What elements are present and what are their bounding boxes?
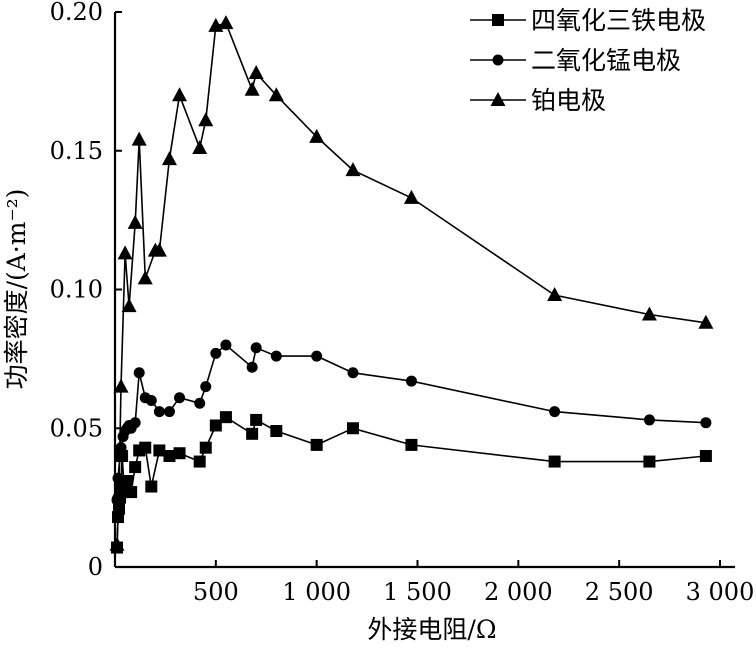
data-point-mno2	[311, 350, 323, 362]
x-tick-label: 2 500	[585, 578, 654, 606]
series-pt	[109, 15, 714, 551]
y-tick-label: 0	[88, 553, 103, 581]
data-point-pt	[268, 87, 284, 102]
data-point-pt	[198, 112, 214, 127]
y-tick-label: 0.15	[50, 137, 103, 165]
data-point-mno2	[643, 414, 655, 426]
y-axis-title: 功率密度/(A·m⁻²)	[2, 189, 31, 390]
y-tick-label: 0.05	[50, 414, 103, 442]
data-point-mno2	[174, 392, 186, 404]
series-fe3o4	[111, 411, 712, 554]
data-point-pt	[345, 162, 361, 177]
data-point-mno2	[220, 339, 232, 351]
data-point-fe3o4	[310, 438, 323, 451]
data-point-mno2	[246, 361, 258, 373]
data-point-pt	[161, 151, 177, 166]
data-point-pt	[109, 536, 125, 551]
data-point-fe3o4	[405, 438, 418, 451]
data-point-pt	[127, 214, 143, 229]
data-point-fe3o4	[145, 480, 158, 493]
legend-marker-fe3o4	[492, 14, 504, 26]
legend-marker-mno2	[492, 54, 504, 66]
data-point-fe3o4	[643, 455, 656, 468]
data-point-fe3o4	[346, 422, 359, 435]
data-point-mno2	[112, 472, 124, 484]
data-point-pt	[131, 131, 147, 146]
data-point-mno2	[133, 367, 145, 379]
axis-ticks	[115, 11, 721, 568]
data-point-mno2	[115, 442, 127, 454]
series-layer	[109, 15, 714, 554]
data-point-pt	[192, 139, 208, 154]
data-point-fe3o4	[163, 450, 176, 462]
data-point-pt	[151, 242, 167, 257]
legend-label-fe3o4: 四氧化三铁电极	[531, 6, 706, 35]
data-point-mno2	[194, 397, 206, 409]
data-point-pt	[244, 81, 260, 96]
data-point-pt	[111, 484, 127, 499]
y-tick-label: 0.20	[50, 0, 103, 26]
data-point-fe3o4	[125, 486, 138, 499]
data-point-mno2	[129, 417, 141, 429]
x-tick-label: 500	[193, 578, 239, 606]
data-point-mno2	[163, 406, 175, 418]
data-point-fe3o4	[193, 455, 206, 468]
data-point-pt	[117, 245, 133, 260]
data-point-fe3o4	[129, 461, 142, 474]
data-point-fe3o4	[219, 411, 232, 424]
data-point-pt	[172, 87, 188, 102]
data-point-mno2	[153, 406, 165, 418]
data-point-pt	[113, 378, 129, 393]
data-point-pt	[218, 15, 234, 30]
data-point-pt	[403, 189, 419, 204]
data-point-fe3o4	[139, 441, 152, 454]
series-line-mno2	[116, 343, 706, 501]
data-point-mno2	[250, 342, 262, 354]
data-point-pt	[248, 65, 264, 80]
data-point-fe3o4	[246, 427, 259, 440]
x-tick-label: 3 000	[686, 578, 755, 606]
legend-label-mno2: 二氧化锰电极	[531, 46, 681, 75]
data-point-pt	[137, 270, 153, 285]
data-point-fe3o4	[270, 425, 283, 438]
data-point-mno2	[210, 347, 222, 359]
data-point-mno2	[145, 395, 157, 406]
data-point-pt	[121, 298, 137, 313]
x-tick-label: 1 500	[383, 578, 452, 606]
legend-marker-pt	[490, 92, 506, 106]
data-point-mno2	[700, 417, 712, 429]
data-point-fe3o4	[153, 444, 166, 457]
data-point-fe3o4	[173, 447, 186, 460]
data-point-fe3o4	[121, 474, 134, 487]
data-point-fe3o4	[548, 455, 561, 468]
y-tick-label: 0.10	[50, 276, 103, 304]
x-axis-title: 外接电阻/Ω	[367, 615, 496, 644]
legend-label-pt: 铂电极	[531, 86, 606, 115]
data-point-fe3o4	[209, 419, 222, 432]
x-tick-label: 2 000	[484, 578, 553, 606]
data-point-pt	[547, 287, 563, 302]
data-point-fe3o4	[699, 450, 712, 462]
series-mno2	[111, 339, 712, 506]
data-point-mno2	[549, 406, 561, 418]
data-point-mno2	[347, 367, 359, 379]
data-point-mno2	[200, 381, 212, 393]
data-point-mno2	[270, 350, 282, 362]
data-point-pt	[641, 306, 657, 321]
data-point-mno2	[405, 375, 417, 387]
data-point-fe3o4	[199, 441, 212, 454]
data-point-pt	[309, 128, 325, 143]
x-tick-label: 1 000	[282, 578, 351, 606]
data-point-pt	[698, 314, 714, 329]
series-line-fe3o4	[116, 416, 706, 548]
axis-tick-labels: 0 0.05 0.10 0.15 0.20 500 1 000 1 500 2 000 2 500…	[50, 0, 755, 606]
data-point-fe3o4	[250, 413, 263, 426]
